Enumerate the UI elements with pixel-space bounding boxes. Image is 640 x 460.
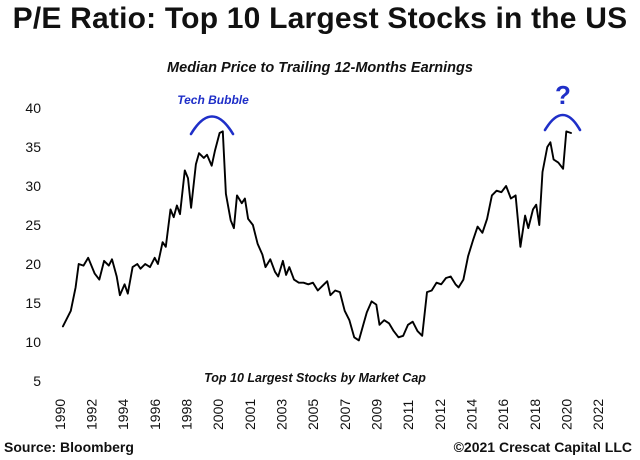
x-axis-label: Top 10 Largest Stocks by Market Cap xyxy=(204,371,426,385)
x-tick-label: 2005 xyxy=(305,399,321,430)
y-tick-label: 40 xyxy=(25,100,41,116)
x-tick-label: 2022 xyxy=(590,399,606,430)
current-peak-arc xyxy=(543,113,582,132)
y-axis-tick-labels: 5 10 15 20 25 30 35 40 xyxy=(25,100,41,389)
x-tick-label: 1994 xyxy=(115,399,131,430)
x-tick-label: 1990 xyxy=(52,399,68,430)
x-tick-label: 1996 xyxy=(147,399,163,430)
y-tick-label: 10 xyxy=(25,334,41,350)
x-tick-label: 2000 xyxy=(210,399,226,430)
tech-bubble-arc xyxy=(189,115,235,136)
source-note: Source: Bloomberg xyxy=(4,439,134,455)
x-tick-label: 2007 xyxy=(337,399,353,430)
x-tick-label: 1992 xyxy=(84,399,100,430)
x-tick-label: 1998 xyxy=(179,399,195,430)
pe-ratio-series-line xyxy=(61,130,572,342)
x-tick-label: 2020 xyxy=(558,399,574,430)
y-tick-label: 25 xyxy=(25,217,41,233)
x-tick-label: 2016 xyxy=(495,399,511,430)
tech-bubble-label: Tech Bubble xyxy=(177,93,249,107)
pe-ratio-series-points xyxy=(62,130,573,341)
x-tick-label: 2003 xyxy=(274,399,290,430)
x-tick-label: 2011 xyxy=(400,400,416,430)
y-tick-label: 35 xyxy=(25,139,41,155)
question-mark-annotation: ? xyxy=(555,80,571,110)
chart-subtitle: Median Price to Trailing 12-Months Earni… xyxy=(167,60,473,76)
copyright-note: ©2021 Crescat Capital LLC xyxy=(453,439,632,455)
y-tick-label: 5 xyxy=(33,373,41,389)
y-tick-label: 30 xyxy=(25,178,41,194)
x-tick-label: 2018 xyxy=(527,399,543,430)
x-tick-label: 2012 xyxy=(432,399,448,430)
y-tick-label: 15 xyxy=(25,295,41,311)
y-tick-label: 20 xyxy=(25,256,41,272)
x-tick-label: 2009 xyxy=(369,399,385,430)
x-axis-tick-labels: 1990 1992 1994 1996 1998 2000 2001 2003 2005 2007… xyxy=(52,399,606,430)
x-tick-label: 2001 xyxy=(242,399,258,430)
x-tick-label: 2014 xyxy=(464,399,480,430)
chart-title: P/E Ratio: Top 10 Largest Stocks in the … xyxy=(12,2,628,35)
